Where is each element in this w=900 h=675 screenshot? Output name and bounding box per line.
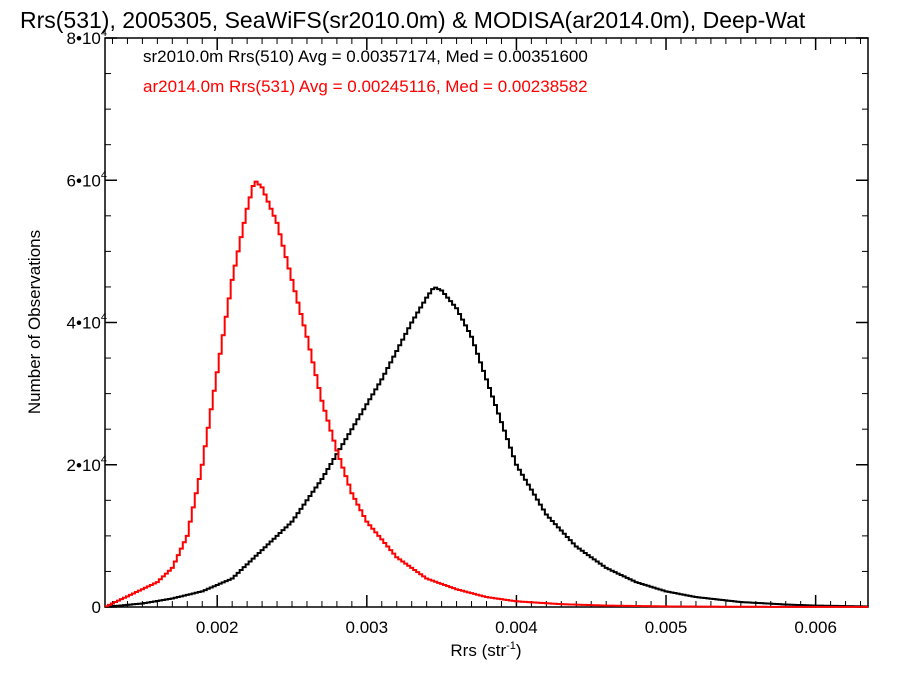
x-tick-label: 0.006 xyxy=(794,618,837,637)
y-tick-label: 8•104 xyxy=(67,27,107,48)
plot-frame xyxy=(104,37,869,608)
legend-entry-seawifs: sr2010.0m Rrs(510) Avg = 0.00357174, Med… xyxy=(143,47,588,66)
y-axis: 0 2•104 4•104 6•104 8•104 xyxy=(67,27,868,617)
series-line-1 xyxy=(105,180,868,608)
x-axis-label-sup: -1 xyxy=(506,640,516,652)
x-tick-label: 0.005 xyxy=(645,618,688,637)
x-tick-label: 0.004 xyxy=(495,618,538,637)
x-axis-label-tail: ) xyxy=(516,641,522,660)
x-axis-label: Rrs (str-1) xyxy=(450,640,521,660)
chart-title: Rrs(531), 2005305, SeaWiFS(sr2010.0m) & … xyxy=(20,7,806,33)
x-tick-label: 0.003 xyxy=(346,618,389,637)
y-tick-label: 4•104 xyxy=(67,312,107,333)
y-tick-label: 2•104 xyxy=(67,454,107,475)
x-tick-label: 0.002 xyxy=(196,618,239,637)
y-axis-label: Number of Observations xyxy=(25,230,44,414)
y-tick-label: 6•104 xyxy=(67,169,107,190)
series-line-0 xyxy=(105,286,868,608)
y-tick-label: 0 xyxy=(92,598,101,617)
series-layer xyxy=(105,180,868,608)
x-axis-label-main: Rrs (str xyxy=(450,641,506,660)
legend-entry-modisa: ar2014.0m Rrs(531) Avg = 0.00245116, Med… xyxy=(143,77,588,96)
x-axis: 0.002 0.003 0.004 0.005 0.006 xyxy=(111,38,862,637)
